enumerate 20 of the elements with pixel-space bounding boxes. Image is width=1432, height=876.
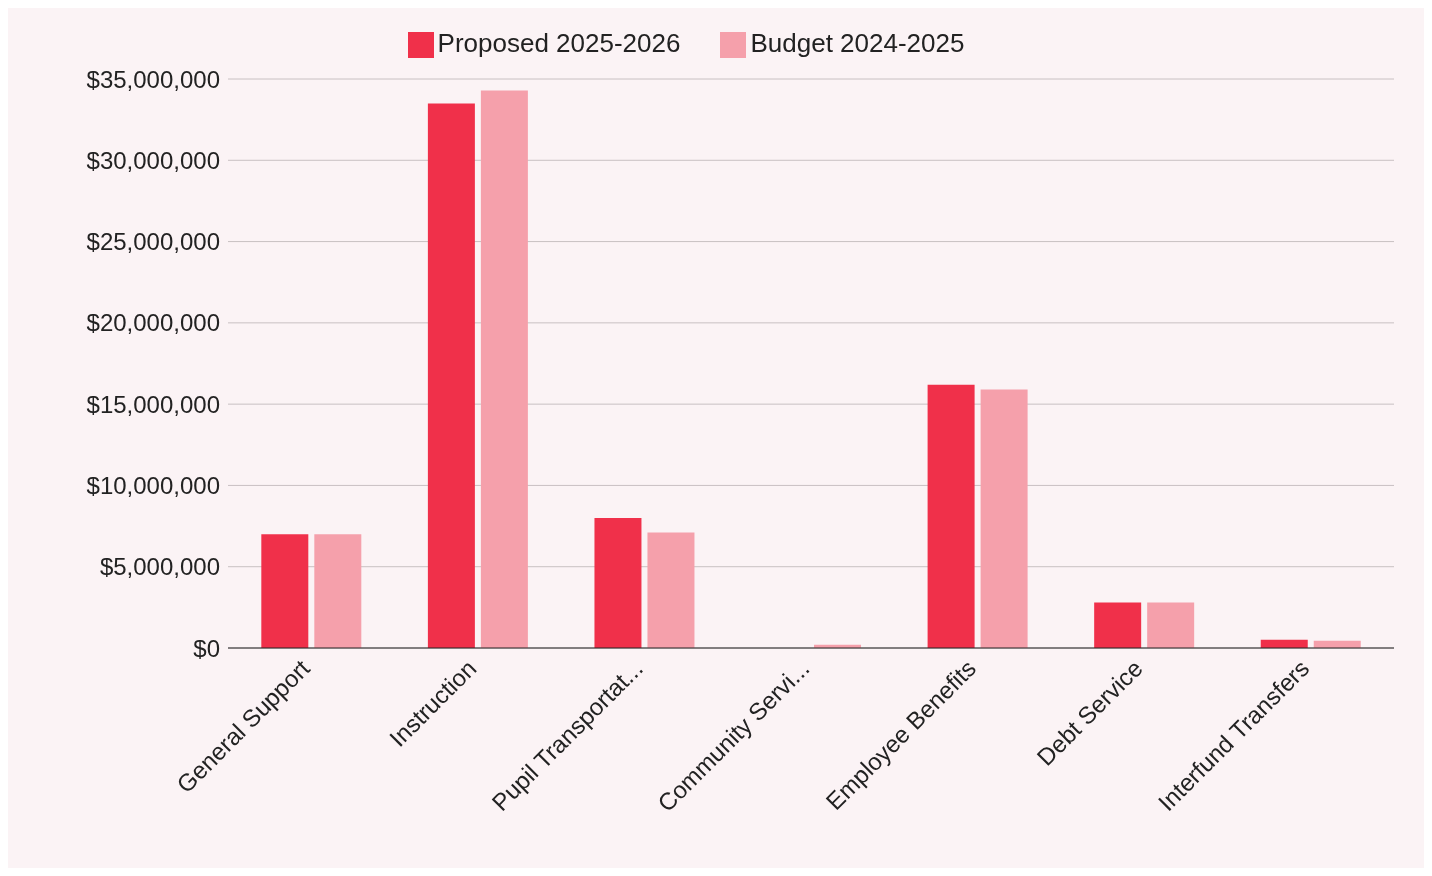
bar: [980, 389, 1028, 648]
y-tick-label: $15,000,000: [86, 390, 220, 418]
bar: [1094, 602, 1142, 648]
bar: [314, 534, 362, 648]
y-tick-label: $30,000,000: [86, 146, 220, 174]
y-tick-label: $25,000,000: [86, 228, 220, 256]
y-tick-label: $0: [193, 634, 220, 662]
legend-label: Budget 2024-2025: [750, 28, 965, 58]
bar: [427, 103, 475, 648]
y-tick-label: $20,000,000: [86, 309, 220, 337]
bar: [927, 384, 975, 648]
bar: [261, 534, 309, 648]
bar: [594, 517, 642, 648]
y-tick-label: $35,000,000: [86, 65, 220, 93]
bar: [1147, 602, 1195, 648]
y-tick-label: $5,000,000: [99, 553, 220, 581]
legend-label: Proposed 2025-2026: [437, 28, 681, 58]
bar: [647, 532, 695, 648]
bar: [480, 90, 528, 648]
y-tick-label: $10,000,000: [86, 471, 220, 499]
